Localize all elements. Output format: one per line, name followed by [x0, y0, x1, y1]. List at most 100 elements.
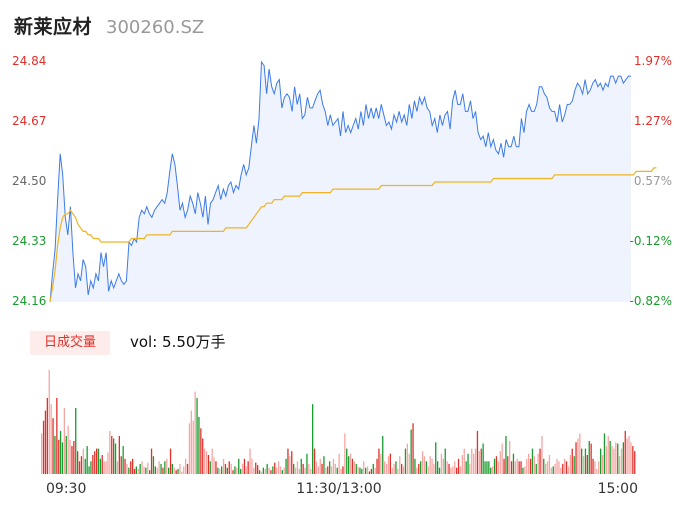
volume-bar [80, 456, 83, 474]
volume-bar [276, 467, 278, 474]
volume-bar [573, 456, 575, 474]
volume-bar [262, 467, 264, 474]
volume-bar [78, 461, 81, 474]
volume-bar [46, 397, 48, 474]
volume-bar [493, 458, 496, 474]
volume-bar [465, 461, 467, 474]
volume-bar [622, 442, 624, 474]
volume-bar [312, 404, 314, 474]
volume-bar [380, 453, 382, 474]
volume-bar [207, 455, 210, 474]
volume-bar [463, 448, 465, 474]
volume-bar [353, 461, 355, 474]
volume-bar [200, 428, 202, 474]
volume-bar [114, 443, 117, 474]
volume-bar [620, 448, 623, 474]
volume-bar [84, 458, 86, 474]
volume-bar [186, 463, 189, 474]
stock-code: 300260.SZ [106, 17, 205, 38]
volume-bar [518, 461, 520, 474]
volume-bar [196, 397, 198, 474]
volume-bar [224, 463, 227, 474]
volume-bar [586, 455, 588, 474]
y-tick-left: 24.67 [12, 114, 47, 128]
volume-bar [289, 456, 291, 474]
volume-bar [342, 466, 344, 474]
volume-bar [435, 442, 437, 474]
volume-bar [509, 441, 511, 474]
volume-bar [325, 467, 327, 474]
volume-bar [132, 458, 134, 474]
average-price-line [49, 167, 657, 303]
volume-bar [596, 468, 598, 474]
volume-bar [495, 456, 498, 474]
volume-bar [558, 461, 560, 474]
volume-bar [397, 468, 399, 474]
volume-bar [198, 416, 200, 474]
volume-bar [452, 466, 454, 474]
volume-bar [378, 448, 380, 474]
volume-bar [628, 436, 630, 474]
volume-bar [166, 458, 168, 474]
y-tick-left: 24.16 [12, 294, 47, 308]
volume-bar [171, 463, 173, 474]
volume-bar [319, 458, 321, 474]
volume-bar [564, 458, 566, 474]
volume-bar [480, 448, 482, 474]
volume-bar [169, 448, 172, 474]
volume-bar [204, 448, 206, 474]
volume-readout: vol: 5.50万手 [130, 333, 226, 351]
volume-bar [366, 466, 369, 474]
volume-bar [402, 466, 405, 474]
volume-bar [69, 439, 71, 474]
volume-bar [321, 463, 323, 474]
volume-bar [355, 463, 357, 474]
volume-bar [556, 458, 558, 474]
volume-bar [185, 458, 187, 474]
volume-bar [338, 453, 340, 474]
volume-bar [179, 463, 181, 474]
volume-bar [67, 425, 69, 474]
volume-bar [512, 453, 515, 474]
volume-bar [257, 465, 259, 474]
volume-bar [291, 451, 293, 474]
volume-bar [323, 456, 325, 474]
volume-bar [283, 467, 285, 474]
volume-bar [266, 463, 268, 474]
volume-bar [457, 458, 460, 474]
volume-bar [168, 467, 170, 474]
volume-bar [351, 458, 354, 474]
y-tick-right: -0.82% [629, 294, 672, 308]
volume-bar [581, 448, 583, 474]
volume-bar [247, 461, 249, 474]
volume-bar [173, 467, 175, 474]
volume-bar [490, 467, 492, 474]
volume-bar [488, 461, 490, 474]
volume-bar [510, 461, 513, 474]
volume-bar [412, 423, 414, 474]
volume-bar [221, 466, 223, 474]
volume-bar [416, 467, 418, 474]
volume-bar [222, 458, 225, 474]
volume-bar [582, 456, 585, 474]
volume-bar [395, 461, 397, 474]
volume-bar [613, 448, 615, 474]
volume-bar [577, 438, 579, 474]
volume-bar [243, 458, 246, 474]
volume-bar [531, 448, 534, 474]
volume-bar [471, 448, 473, 474]
volume-bar [281, 470, 283, 474]
volume-bar [433, 463, 435, 474]
volume-bar [120, 456, 122, 474]
volume-bar [548, 455, 551, 474]
y-tick-right: 0.57% [633, 174, 672, 188]
volume-bar [484, 461, 486, 474]
volume-bar [332, 458, 335, 474]
volume-bar [48, 370, 50, 474]
daily-volume-button[interactable]: 日成交量 [30, 331, 110, 355]
volume-bar [565, 461, 568, 474]
volume-bar [164, 461, 166, 474]
volume-bar [444, 448, 446, 474]
volume-bar [507, 456, 509, 474]
